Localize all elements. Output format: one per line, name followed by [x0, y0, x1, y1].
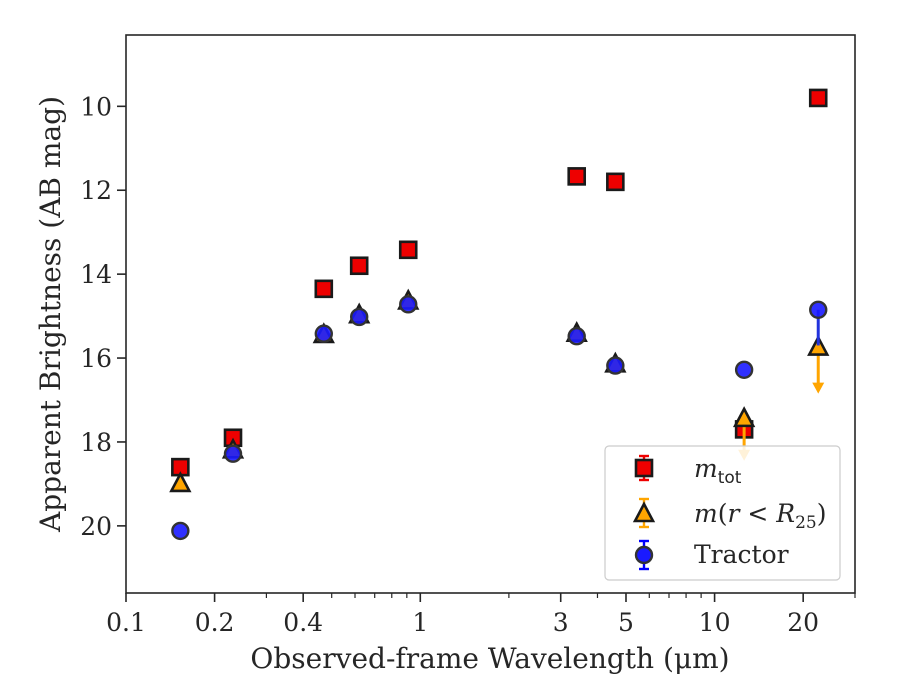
upper-limit-arrowhead: [812, 382, 825, 394]
legend-frame: [604, 445, 841, 581]
y-tick-label: 12: [80, 176, 112, 205]
data-point-square: [567, 167, 587, 186]
data-point-square: [398, 240, 418, 260]
data-point-circle: [399, 295, 418, 314]
axis-ticks: 0.1 0.2 0.4 1 3 5 10 20 10 12 14 16 18 20: [80, 92, 856, 637]
data-point-square: [314, 279, 334, 299]
legend-label-m-r25: m(r < R25): [694, 499, 827, 533]
y-tick-label: 20: [80, 512, 112, 541]
y-tick-label: 16: [80, 344, 112, 373]
data-point-circle: [223, 444, 243, 463]
x-axis-label: Observed-frame Wavelength (μm): [250, 642, 729, 675]
data-point-circle: [606, 356, 625, 375]
legend-label-tractor: Tractor: [694, 540, 789, 569]
x-tick-label: 1: [412, 608, 428, 637]
data-point-square: [606, 172, 625, 192]
data-point-circle: [567, 327, 586, 346]
y-tick-label: 10: [80, 92, 112, 121]
axes-frame: [125, 34, 856, 594]
y-tick-label: 18: [80, 428, 112, 457]
x-tick-label: 0.4: [283, 608, 323, 637]
data-point-circle: [314, 324, 333, 343]
y-tick-label: 14: [80, 260, 112, 289]
series-circle: [171, 295, 828, 541]
x-tick-label: 20: [787, 608, 819, 637]
data-point-circle: [734, 360, 754, 379]
data-point-circle: [171, 521, 190, 541]
plot-markers: [169, 88, 830, 541]
data-point-circle: [349, 307, 369, 327]
y-axis-label: Apparent Brightness (AB mag): [34, 96, 67, 533]
x-tick-label: 5: [618, 608, 634, 637]
x-tick-label: 3: [553, 608, 569, 637]
legend-marker-m-r25: [632, 497, 656, 529]
data-point-circle: [809, 300, 828, 320]
legend-marker-mtot: [634, 454, 654, 482]
legend: mtot m(r < R25) Tractor: [604, 445, 841, 581]
data-point-square: [808, 88, 828, 108]
x-tick-label: 0.1: [106, 608, 146, 637]
data-point-square: [349, 256, 369, 276]
data-point-triangle: [169, 471, 192, 493]
data-point-triangle: [807, 334, 830, 356]
x-tick-label: 0.2: [195, 608, 235, 637]
x-tick-label: 10: [699, 608, 731, 637]
data-point-triangle: [732, 406, 756, 428]
legend-marker-tractor: [634, 539, 654, 571]
legend-label-mtot: mtot: [694, 454, 742, 488]
